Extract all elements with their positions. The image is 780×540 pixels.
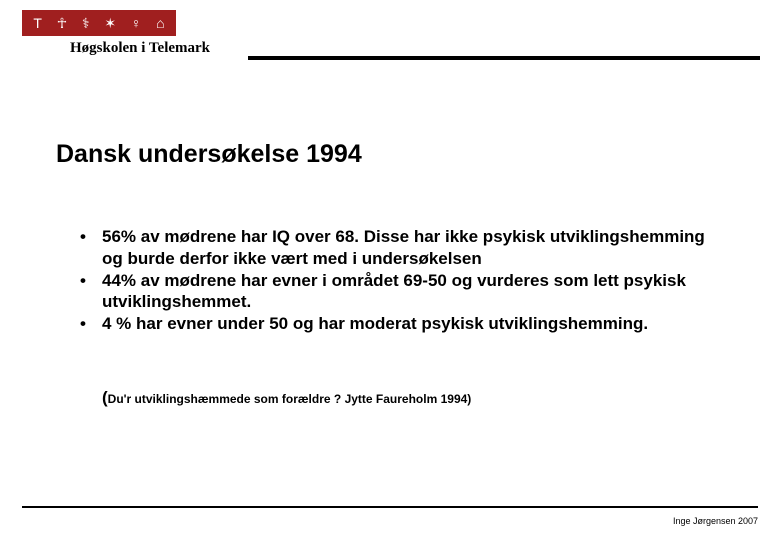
institution-name: Høgskolen i Telemark: [22, 40, 210, 57]
citation: (Du'r utviklingshæmmede som forældre ? J…: [102, 388, 471, 408]
slide-header: T ☥ ⚕ ✶ ♀ ⌂ Høgskolen i Telemark: [22, 10, 210, 57]
logo-glyph-icon: ⌂: [156, 16, 164, 30]
header-divider: [248, 56, 760, 60]
logo-glyph-icon: ⚕: [82, 16, 90, 30]
list-item: 56% av mødrene har IQ over 68. Disse har…: [80, 226, 720, 270]
footer-author: Inge Jørgensen 2007: [673, 516, 758, 526]
logo-glyph-icon: ♀: [131, 16, 142, 30]
citation-text: Du'r utviklingshæmmede som forældre ? Jy…: [108, 392, 472, 406]
logo-glyph-icon: T: [33, 16, 42, 30]
bullet-list: 56% av mødrene har IQ over 68. Disse har…: [80, 226, 720, 335]
slide-title: Dansk undersøkelse 1994: [56, 140, 362, 169]
logo-glyph-icon: ☥: [57, 16, 67, 30]
logo-glyph-icon: ✶: [104, 16, 116, 30]
list-item: 4 % har evner under 50 og har moderat ps…: [80, 313, 720, 335]
logo-strip: T ☥ ⚕ ✶ ♀ ⌂: [22, 10, 176, 36]
list-item: 44% av mødrene har evner i området 69-50…: [80, 270, 720, 314]
footer-divider: [22, 506, 758, 508]
